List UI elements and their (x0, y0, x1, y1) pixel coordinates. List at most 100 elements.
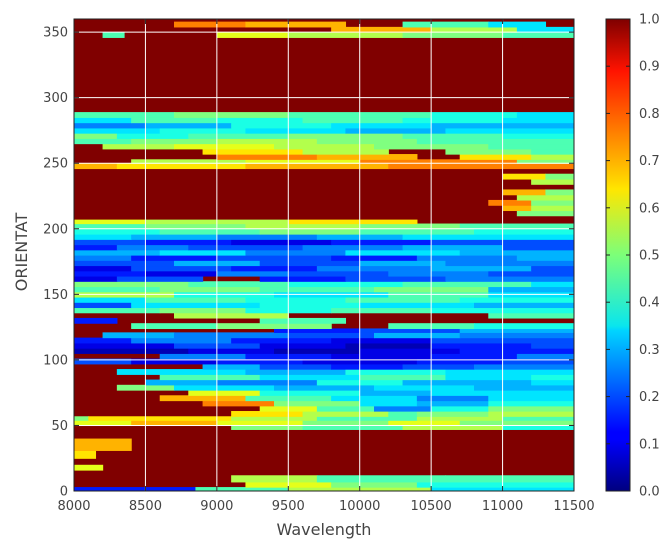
heatmap-cell-2-2 (445, 475, 574, 483)
heatmap-cell-12-0 (159, 395, 247, 402)
heatmap-cell-16-4 (531, 374, 574, 381)
heatmap-cell-39-4 (416, 255, 518, 261)
heatmap-cell-9-1 (302, 411, 389, 417)
heatmap-cell-52-0 (531, 178, 574, 185)
heatmap-cell-15-0 (145, 379, 218, 386)
heatmap-cell-22-5 (531, 342, 574, 349)
heatmap-cell-8-5 (502, 416, 574, 421)
heatmap-cell-50-0 (516, 194, 574, 201)
heatmap-cell-57-1 (302, 148, 389, 155)
heatmap-cell-8-1 (88, 416, 232, 421)
heatmap-cell-53-1 (545, 173, 574, 180)
heatmap-cell-53-0 (502, 173, 547, 180)
heatmap-cell-22-2 (259, 342, 347, 349)
heatmap-cell-22-3 (345, 342, 432, 349)
heatmap-cell-58-1 (174, 143, 275, 150)
heatmap-cell-9-0 (231, 411, 304, 417)
heatmap-cell-27-1 (259, 317, 347, 324)
heatmap-cell-23-3 (331, 337, 432, 344)
heatmap-cell-15-3 (402, 379, 532, 386)
heatmap-cell-10-2 (374, 405, 432, 412)
heatmap-cell-59-1 (131, 138, 218, 145)
heatmap-cell-36-0 (74, 270, 147, 277)
heatmap-cell-15-1 (216, 379, 318, 386)
heatmap-cell-25-1 (359, 328, 461, 333)
heatmap-cell-41-3 (302, 244, 404, 251)
heatmap-cell-49-1 (531, 199, 574, 206)
heatmap-cell-54-1 (116, 163, 247, 170)
heatmap-cell-63-2 (216, 117, 304, 124)
heatmap-cell-16-1 (259, 374, 361, 381)
heatmap-cell-60-1 (116, 133, 189, 139)
heatmap-cell-63-5 (502, 117, 574, 124)
heatmap-cell-26-0 (131, 323, 218, 330)
heatmap-cell-43-4 (402, 234, 574, 240)
heatmap-cell-11-4 (488, 400, 574, 407)
heatmap-cell-19-2 (216, 358, 304, 365)
heatmap-cell-56-2 (459, 154, 532, 160)
y-tick-label: 0 (60, 485, 68, 500)
colorbar-tick-label: 0.7 (639, 154, 660, 169)
heatmap-cell-60-4 (402, 133, 504, 139)
heatmap-cell-27-0 (74, 317, 118, 324)
heatmap-cell-35-2 (259, 275, 347, 282)
heatmap-cell-18-1 (259, 363, 332, 370)
heatmap-cell-7-3 (302, 420, 389, 427)
heatmap-cell-64-4 (516, 112, 574, 118)
heatmap-cell-67-1 (245, 21, 347, 28)
heatmap-cell-45-2 (245, 223, 361, 230)
heatmap-cell-17-3 (445, 369, 574, 375)
heatmap-cell-7-2 (216, 420, 304, 427)
heatmap-cell-26-1 (216, 323, 332, 330)
heatmap-cell-43-1 (131, 234, 218, 240)
heatmap-cell-44-3 (359, 228, 475, 235)
heatmap-cell-7-4 (388, 420, 461, 427)
heatmap-cell-56-0 (216, 154, 318, 160)
heatmap-cell-58-0 (102, 143, 175, 150)
heatmap-cell-45-3 (359, 223, 461, 230)
heatmap-cell-11-3 (416, 400, 489, 407)
x-tick-label: 8500 (129, 499, 162, 514)
heatmap-cell-36-2 (216, 270, 289, 277)
heatmap-cell-13-2 (359, 390, 432, 396)
heatmap-cell-67-0 (174, 21, 247, 28)
heatmap-cell-63-1 (131, 117, 218, 124)
y-axis-label: ORIENTAT (12, 213, 31, 292)
heatmap-cell-14-2 (274, 384, 375, 391)
heatmap-cell-16-0 (159, 374, 261, 381)
heatmap-cell-59-0 (74, 138, 132, 145)
heatmap-cell-36-3 (288, 270, 389, 277)
heatmap-cell-42-0 (74, 239, 147, 246)
heatmap-cell-13-1 (259, 390, 361, 396)
heatmap-cell-61-0 (74, 127, 161, 134)
heatmap-cell-45-0 (74, 223, 147, 230)
heatmap-cell-62-1 (145, 122, 232, 129)
y-tick-label: 50 (51, 419, 68, 434)
heatmap-cell-57-0 (202, 148, 304, 155)
y-tick-label: 200 (43, 222, 68, 237)
y-tick-label: 250 (43, 157, 68, 172)
heatmap-cell-42-1 (145, 239, 232, 246)
heatmap-cell-38-2 (259, 260, 361, 267)
heatmap-cell-16-2 (359, 374, 447, 381)
heatmap-cell-29-0 (74, 307, 161, 314)
heatmap-cell-41-2 (188, 244, 304, 251)
heatmap-cell-44-4 (474, 228, 574, 235)
heatmap-cell-10-4 (488, 405, 574, 412)
heatmap-cell-6-3 (502, 425, 574, 430)
heatmap-cell-63-4 (402, 117, 504, 124)
heatmap-cell-41-4 (402, 244, 504, 251)
heatmap-cell-35-0 (74, 275, 118, 282)
heatmap-cell-33-4 (488, 286, 574, 293)
heatmap-cell-37-3 (316, 265, 432, 272)
heatmap-cell-45-4 (459, 223, 574, 230)
heatmap-cell-61-4 (445, 127, 574, 134)
heatmap-cell-20-0 (159, 353, 247, 360)
heatmap-cell-40-0 (74, 249, 161, 256)
colorbar-ticks: 0.0 0.1 0.2 0.3 0.4 0.5 0.6 0.7 0.8 0.9 1.0 (606, 13, 660, 500)
heatmap-cell-66-2 (516, 26, 574, 33)
heatmap-cell-10-3 (431, 405, 489, 412)
heatmap-cell-12-3 (416, 395, 489, 402)
x-tick-label: 11000 (482, 499, 523, 514)
heatmap-cell-31-4 (459, 296, 574, 303)
